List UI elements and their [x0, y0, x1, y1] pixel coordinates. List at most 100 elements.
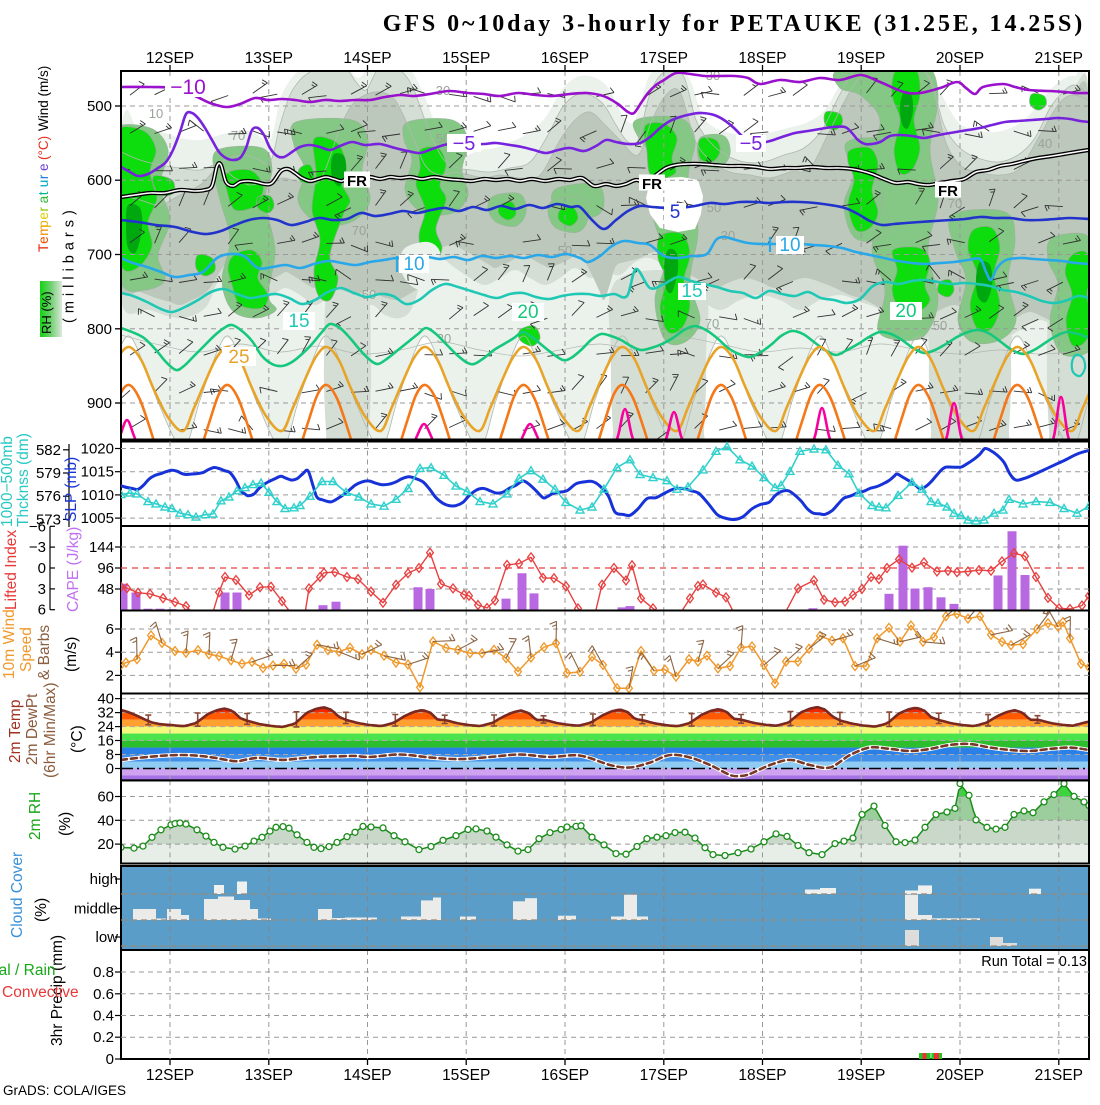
svg-text:2m RH: 2m RH [27, 792, 44, 840]
svg-text:0.6: 0.6 [93, 986, 114, 1003]
svg-text:20: 20 [895, 301, 916, 322]
svg-text:17SEP: 17SEP [640, 50, 688, 67]
svg-text:e: e [36, 212, 51, 220]
svg-text:6: 6 [106, 621, 114, 638]
svg-text:576: 576 [36, 488, 61, 505]
svg-text:13SEP: 13SEP [245, 50, 293, 67]
svg-text:18SEP: 18SEP [738, 50, 786, 67]
svg-text:13SEP: 13SEP [245, 1067, 293, 1084]
svg-text:16SEP: 16SEP [541, 50, 589, 67]
svg-text:15: 15 [288, 311, 309, 332]
svg-text:a: a [36, 195, 51, 203]
svg-text:Wind (m/s): Wind (m/s) [36, 66, 51, 131]
svg-text:20SEP: 20SEP [936, 50, 984, 67]
svg-text:0.8: 0.8 [93, 964, 114, 981]
svg-text:1015: 1015 [81, 464, 114, 481]
svg-text:16SEP: 16SEP [541, 1067, 589, 1084]
svg-text:Lifted Index: Lifted Index [3, 530, 20, 610]
svg-text:70: 70 [231, 128, 245, 143]
svg-text:17SEP: 17SEP [640, 1067, 688, 1084]
svg-text:20SEP: 20SEP [936, 1067, 984, 1084]
svg-text:579: 579 [36, 465, 61, 482]
svg-text:Convective: Convective [2, 984, 79, 1001]
svg-text:20: 20 [97, 836, 114, 853]
svg-text:900: 900 [87, 395, 112, 412]
svg-text:60: 60 [97, 789, 114, 806]
svg-text:15SEP: 15SEP [442, 1067, 490, 1084]
svg-text:0.2: 0.2 [93, 1029, 114, 1046]
svg-text:700: 700 [87, 247, 112, 264]
svg-text:2m Temp: 2m Temp [7, 700, 24, 763]
svg-text:0: 0 [106, 1051, 114, 1068]
svg-text:T: T [36, 244, 51, 252]
svg-text:& Barbs: & Barbs [36, 625, 53, 680]
svg-text:4: 4 [106, 644, 114, 661]
svg-text:FR: FR [642, 176, 662, 193]
svg-text:15SEP: 15SEP [442, 50, 490, 67]
svg-text:e: e [36, 236, 51, 244]
svg-text:0.4: 0.4 [93, 1008, 114, 1025]
svg-text:Cloud Cover: Cloud Cover [9, 852, 26, 938]
svg-text:(%): (%) [57, 812, 74, 836]
svg-text:t: t [36, 191, 51, 195]
svg-text:e: e [36, 163, 51, 171]
svg-text:19SEP: 19SEP [837, 1067, 885, 1084]
svg-text:(m/s): (m/s) [63, 637, 80, 672]
svg-text:(%): (%) [33, 898, 50, 922]
svg-text:1020: 1020 [81, 441, 114, 458]
svg-text:−6: −6 [29, 518, 46, 535]
svg-text:10: 10 [779, 235, 800, 256]
svg-text:1005: 1005 [81, 510, 114, 527]
svg-text:18SEP: 18SEP [738, 1067, 786, 1084]
svg-text:144: 144 [89, 539, 114, 556]
svg-text:GrADS: COLA/IGES: GrADS: COLA/IGES [3, 1083, 126, 1098]
svg-text:14SEP: 14SEP [343, 1067, 391, 1084]
svg-text:500: 500 [87, 98, 112, 115]
svg-text:70: 70 [352, 223, 366, 238]
svg-text:FR: FR [938, 183, 958, 200]
svg-text:1000−500mb: 1000−500mb [0, 436, 16, 527]
svg-text:−10: −10 [170, 76, 206, 99]
svg-text:12SEP: 12SEP [146, 1067, 194, 1084]
svg-text:CAPE (J/kg): CAPE (J/kg) [65, 527, 82, 612]
svg-text:10: 10 [149, 106, 163, 121]
svg-text:Thcknss (dm): Thcknss (dm) [15, 433, 32, 527]
svg-text:2: 2 [106, 667, 114, 684]
svg-text:−3: −3 [29, 539, 46, 556]
svg-text:(°C): (°C) [36, 136, 51, 160]
svg-text:10m Wind: 10m Wind [1, 609, 18, 679]
svg-text:(6hr Min/Max): (6hr Min/Max) [42, 682, 59, 778]
svg-text:15: 15 [681, 281, 702, 302]
svg-text:1010: 1010 [81, 487, 114, 504]
svg-text:u: u [36, 180, 51, 188]
svg-text:800: 800 [87, 321, 112, 338]
svg-text:Speed: Speed [18, 627, 35, 672]
svg-text:21SEP: 21SEP [1035, 1067, 1083, 1084]
svg-text:r: r [36, 174, 51, 179]
svg-text:middle: middle [74, 901, 118, 918]
svg-text:RH (%): RH (%) [39, 291, 54, 334]
svg-text:p: p [36, 220, 51, 228]
svg-text:SLP (mb): SLP (mb) [63, 457, 80, 522]
svg-text:2m DewPt: 2m DewPt [24, 693, 41, 765]
svg-text:25: 25 [228, 347, 249, 368]
svg-text:0: 0 [38, 560, 46, 577]
svg-text:40: 40 [1038, 136, 1052, 151]
svg-text:5: 5 [670, 202, 681, 223]
svg-text:0: 0 [106, 761, 114, 778]
svg-text:14SEP: 14SEP [343, 50, 391, 67]
svg-text:50: 50 [933, 318, 947, 333]
svg-text:r: r [36, 207, 51, 212]
svg-text:(°C): (°C) [69, 725, 86, 753]
svg-text:96: 96 [97, 560, 114, 577]
svg-text:Run Total = 0.13: Run Total = 0.13 [981, 954, 1087, 970]
svg-text:Total / Rain: Total / Rain [0, 962, 56, 979]
svg-text:low: low [95, 929, 118, 946]
svg-text:582: 582 [36, 442, 61, 459]
svg-text:600: 600 [87, 172, 112, 189]
svg-text:high: high [90, 871, 118, 888]
svg-text:21SEP: 21SEP [1035, 50, 1083, 67]
svg-text:19SEP: 19SEP [837, 50, 885, 67]
svg-text:12SEP: 12SEP [146, 50, 194, 67]
svg-text:40: 40 [97, 812, 114, 829]
